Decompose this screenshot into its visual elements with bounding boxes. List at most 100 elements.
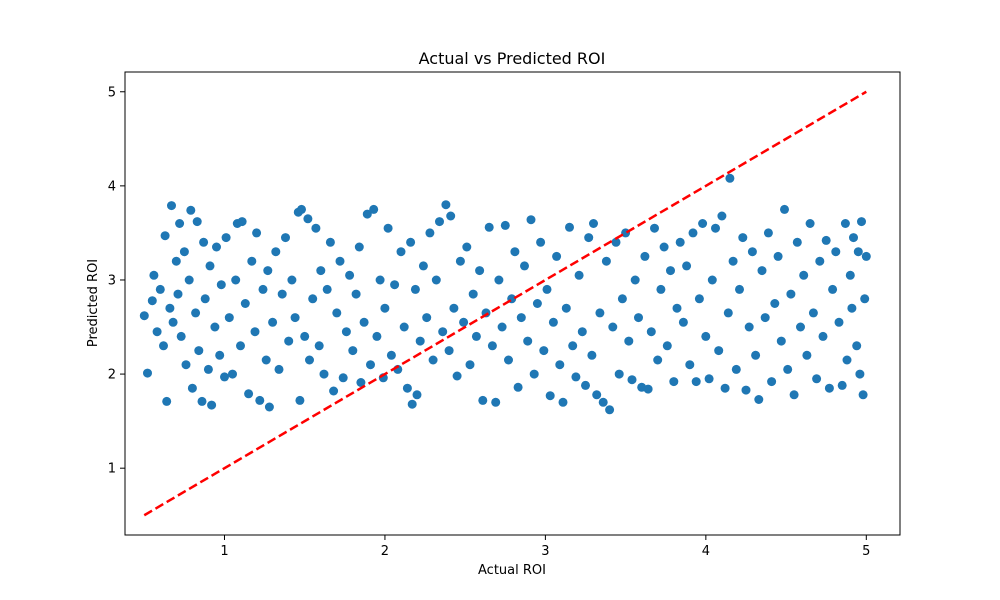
data-point: [228, 369, 237, 379]
data-point: [335, 256, 345, 266]
data-point: [171, 256, 181, 266]
data-point: [842, 355, 852, 365]
data-point: [552, 251, 562, 261]
data-point: [396, 247, 406, 257]
data-point: [494, 275, 504, 285]
data-point: [770, 299, 780, 308]
data-point: [149, 270, 159, 280]
data-point: [139, 311, 149, 321]
data-point: [611, 237, 621, 247]
data-point: [305, 355, 314, 365]
data-point: [281, 233, 290, 243]
data-point: [720, 383, 730, 393]
data-point: [704, 374, 714, 384]
data-point: [215, 350, 225, 360]
data-point: [261, 355, 271, 365]
data-point: [659, 242, 669, 252]
data-point: [688, 228, 698, 238]
data-point: [348, 346, 358, 356]
data-point: [675, 237, 685, 247]
data-point: [351, 289, 361, 299]
data-point: [773, 251, 783, 261]
data-point: [168, 317, 178, 327]
data-point: [287, 275, 297, 285]
data-point: [783, 364, 793, 374]
data-point: [571, 372, 581, 382]
data-point: [332, 308, 342, 318]
data-point: [780, 204, 789, 214]
data-point: [500, 220, 510, 230]
data-point: [444, 346, 454, 356]
data-point: [678, 317, 688, 327]
data-point: [751, 350, 761, 360]
data-point: [431, 275, 441, 285]
data-point: [747, 247, 757, 257]
data-point: [478, 395, 488, 405]
data-point: [471, 331, 481, 341]
data-point: [316, 266, 326, 276]
data-point: [834, 317, 844, 327]
data-point: [205, 261, 215, 271]
x-axis: 1 2 3 4 5: [220, 535, 870, 559]
data-point: [545, 391, 555, 401]
data-point: [345, 270, 355, 280]
data-point: [821, 235, 831, 245]
data-point: [555, 360, 565, 370]
data-point: [857, 217, 866, 227]
data-point: [837, 380, 847, 390]
data-point: [319, 369, 329, 379]
data-point: [568, 341, 578, 351]
data-point: [598, 397, 608, 407]
data-point: [701, 331, 711, 341]
data-point: [849, 233, 858, 243]
data-point: [523, 336, 533, 346]
data-point: [459, 317, 469, 327]
data-point: [653, 355, 663, 365]
data-point: [422, 313, 432, 323]
data-point: [601, 256, 611, 266]
data-point: [548, 317, 558, 327]
data-point: [754, 395, 764, 404]
data-point: [236, 341, 245, 351]
data-point: [614, 369, 624, 379]
data-point: [210, 322, 220, 332]
data-point: [711, 223, 720, 233]
data-point: [263, 266, 273, 276]
data-point: [561, 303, 571, 313]
data-point: [666, 266, 675, 276]
data-point: [159, 341, 168, 351]
y-tick-label: 3: [108, 273, 116, 288]
data-point: [487, 341, 497, 351]
chart-title: Actual vs Predicted ROI: [419, 49, 606, 68]
y-tick-label: 4: [108, 179, 116, 194]
data-point: [491, 397, 501, 407]
data-point: [672, 303, 682, 313]
data-point: [776, 336, 786, 346]
data-point: [634, 313, 643, 323]
data-point: [669, 377, 679, 387]
data-point: [707, 275, 717, 285]
data-point: [277, 289, 287, 299]
data-point: [308, 294, 318, 304]
data-point: [152, 327, 162, 337]
data-point: [428, 355, 438, 365]
data-point: [300, 331, 310, 341]
data-point: [861, 251, 871, 261]
data-point: [574, 270, 584, 280]
data-point: [812, 374, 822, 384]
data-point: [252, 228, 262, 238]
data-point: [274, 364, 284, 374]
data-point: [438, 327, 448, 337]
data-point: [341, 327, 351, 337]
data-point: [452, 371, 462, 381]
data-point: [584, 233, 594, 243]
plot-frame: [124, 71, 901, 536]
data-point: [805, 219, 815, 228]
data-point: [468, 289, 478, 299]
data-point: [760, 313, 770, 323]
data-point: [860, 294, 870, 304]
data-point: [577, 327, 587, 337]
data-point: [314, 341, 324, 351]
y-axis-label: Predicted ROI: [86, 259, 101, 347]
data-point: [818, 331, 828, 341]
